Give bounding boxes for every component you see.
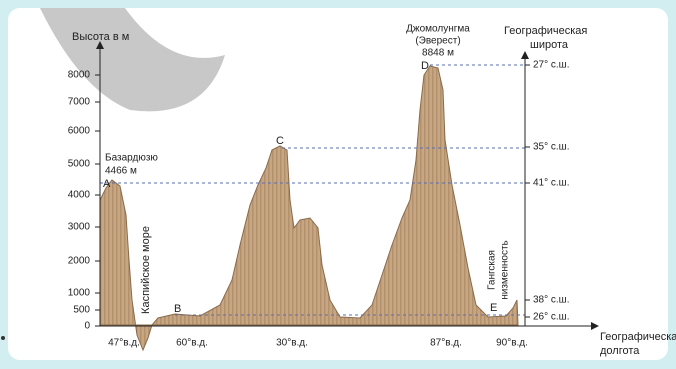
right-tick-label: 35° с.ш. bbox=[533, 142, 569, 153]
point-height: 8848 м bbox=[422, 48, 454, 59]
bullet bbox=[1, 336, 5, 340]
point-letter: A bbox=[103, 178, 111, 190]
guides bbox=[100, 64, 525, 316]
point-height: 4466 м bbox=[105, 166, 137, 177]
point-letter: D bbox=[421, 60, 429, 72]
x-axis-title: долгота bbox=[600, 345, 640, 357]
point-letter: B bbox=[174, 303, 181, 315]
right-tick-label: 27° с.ш. bbox=[533, 60, 569, 71]
point-letter: C bbox=[276, 135, 284, 147]
lowland-label: низменность bbox=[500, 240, 511, 300]
y-tick-label: 4000 bbox=[68, 190, 91, 201]
x-tick-label: 87°в.д. bbox=[430, 338, 462, 349]
y-tick-label: 7000 bbox=[68, 97, 91, 108]
y-tick-label: 8000 bbox=[68, 70, 91, 81]
x-tick-label: 90°в.д. bbox=[496, 338, 528, 349]
x-tick-label: 60°в.д. bbox=[176, 338, 208, 349]
y-axis-title: Высота в м bbox=[72, 31, 129, 43]
point-name: Джомолунгма bbox=[406, 24, 470, 35]
y-tick-label: 6000 bbox=[68, 126, 91, 137]
x-axis-title: Географическая bbox=[600, 331, 676, 343]
y-tick-label: 2000 bbox=[68, 256, 91, 267]
y-tick-label: 0 bbox=[84, 321, 90, 332]
right-tick-label: 41° с.ш. bbox=[533, 178, 569, 189]
point-letter: E bbox=[490, 302, 497, 314]
sea-label: Каспийское море bbox=[140, 226, 152, 314]
y-tick-label: 1000 bbox=[68, 288, 91, 299]
x-tick-label: 30°в.д. bbox=[276, 338, 308, 349]
right-axis-title: широта bbox=[530, 39, 569, 51]
terrain-profile bbox=[99, 65, 519, 352]
right-tick-label: 38° с.ш. bbox=[533, 295, 569, 306]
decoration bbox=[40, 8, 225, 112]
y-tick-label: 5000 bbox=[68, 159, 91, 170]
right-axis-title: Географическая bbox=[504, 25, 587, 37]
y-tick-label: 3000 bbox=[68, 222, 91, 233]
point-name: Базардюзю bbox=[105, 153, 158, 164]
point-alt: (Эверест) bbox=[415, 36, 460, 47]
y-tick-label: 500 bbox=[73, 305, 90, 316]
right-tick-label: 26° с.ш. bbox=[533, 312, 569, 323]
lowland-label: Гангская bbox=[487, 250, 498, 290]
x-tick-label: 47°в.д. bbox=[108, 338, 140, 349]
